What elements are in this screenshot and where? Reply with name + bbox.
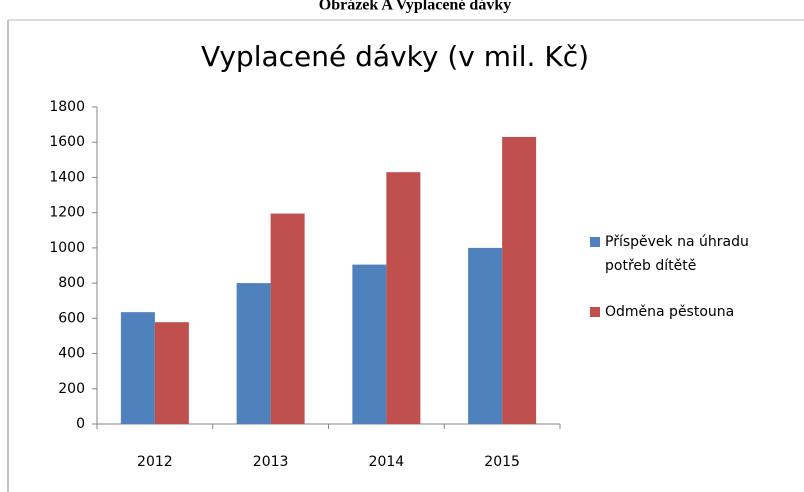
y-tick-label: 200: [58, 381, 85, 397]
y-tick-label: 1800: [49, 99, 85, 115]
bar: [270, 213, 305, 424]
y-tick-label: 400: [58, 346, 85, 362]
legend-label: Odměna pěstouna: [605, 304, 735, 320]
legend-label: Příspěvek na úhradu potřeb dítětě: [605, 234, 749, 274]
y-tick-label: 1000: [49, 240, 85, 256]
bar: [502, 136, 537, 424]
chart-title: Vyplacené dávky (v mil. Kč): [201, 40, 589, 73]
y-tick-label: 1600: [49, 134, 85, 150]
y-tick-label: 800: [58, 275, 85, 291]
y-tick-label: 600: [58, 310, 85, 326]
legend-item: Příspěvek na úhradu potřeb dítětě: [605, 234, 749, 274]
bar: [236, 283, 271, 424]
x-tick-label: 2013: [253, 454, 289, 470]
y-tick-label: 1200: [49, 205, 85, 221]
y-tick-label: 1400: [49, 169, 85, 185]
x-tick-label: 2015: [484, 454, 520, 470]
bar: [352, 264, 387, 424]
x-tick-label: 2012: [137, 454, 173, 470]
bar: [154, 322, 189, 424]
legend-swatch: [590, 307, 600, 317]
x-tick-label: 2014: [369, 454, 405, 470]
legend-item: Odměna pěstouna: [605, 304, 735, 320]
legend-swatch: [590, 237, 600, 247]
bar: [120, 312, 155, 424]
bar: [386, 172, 421, 424]
y-tick-label: 0: [76, 416, 85, 432]
caption: Obrázek A Vyplacené dávky: [319, 0, 511, 14]
bar: [468, 247, 503, 424]
